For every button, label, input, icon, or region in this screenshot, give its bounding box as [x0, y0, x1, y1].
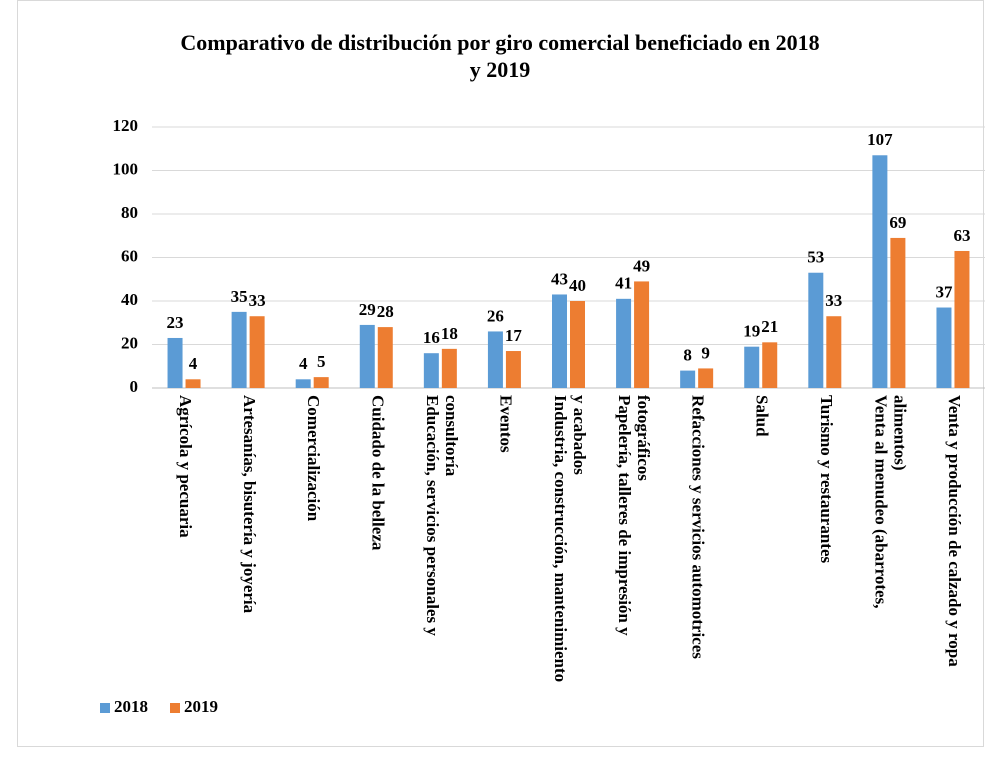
bar: [936, 307, 952, 388]
y-tick-label: 100: [113, 159, 139, 178]
bar: [231, 311, 247, 388]
bar: [890, 237, 906, 388]
bar: [808, 272, 824, 388]
bar: [744, 346, 760, 388]
bar: [954, 250, 970, 388]
data-label: 9: [701, 343, 710, 362]
data-label: 17: [505, 326, 523, 345]
x-tick-label: Agrícola y pecuaria: [176, 395, 195, 538]
bar: [423, 353, 439, 388]
data-label: 107: [867, 130, 893, 149]
bar: [167, 337, 183, 388]
x-tick-label: Artesanías, bisutería y joyería: [240, 395, 259, 614]
bar: [441, 348, 457, 388]
chart-frame: [17, 0, 984, 747]
x-tick-label: Turismo y restaurantes: [817, 395, 836, 564]
bar: [872, 155, 888, 388]
data-label: 4: [299, 354, 308, 373]
bar: [762, 342, 778, 388]
y-tick-label: 0: [130, 377, 139, 396]
data-label: 26: [487, 306, 504, 325]
bar: [505, 351, 521, 388]
y-tick-label: 80: [121, 203, 138, 222]
bar: [377, 327, 393, 388]
data-label: 21: [761, 317, 778, 336]
x-tick-label: Eventos: [497, 395, 516, 453]
data-label: 53: [807, 248, 824, 267]
bar: [295, 379, 311, 388]
data-label: 16: [423, 328, 440, 347]
data-label: 8: [683, 346, 692, 365]
data-label: 28: [377, 302, 394, 321]
bar: [552, 294, 567, 388]
bar: [487, 331, 503, 388]
legend-swatch: [100, 703, 110, 713]
bar: [249, 316, 265, 388]
bar: [570, 301, 585, 388]
data-label: 23: [167, 313, 184, 332]
data-label: 63: [953, 226, 970, 245]
data-label: 29: [359, 300, 376, 319]
data-label: 43: [551, 269, 568, 288]
data-label: 33: [249, 291, 266, 310]
x-tick-label: Papelería, talleres de impresión yfotogr…: [615, 395, 653, 636]
data-label: 35: [231, 287, 248, 306]
bar: [634, 281, 650, 388]
legend-label: 2019: [184, 697, 218, 716]
x-tick-label: Salud: [753, 395, 772, 437]
bar: [680, 370, 696, 388]
data-label: 40: [569, 276, 586, 295]
data-label: 18: [441, 324, 458, 343]
y-tick-label: 20: [121, 333, 138, 352]
data-label: 37: [935, 282, 953, 301]
data-label: 4: [189, 354, 198, 373]
data-label: 19: [743, 322, 760, 341]
y-tick-label: 60: [121, 246, 138, 265]
chart-title: Comparativo de distribución por giro com…: [180, 30, 819, 82]
x-tick-label: Venta y producción de calzado y ropa: [945, 395, 964, 667]
bar: [359, 324, 375, 388]
x-tick-label: Refacciones y servicios automotrices: [689, 395, 708, 659]
x-tick-label: Educación, servicios personales yconsult…: [423, 395, 461, 636]
x-tick-label: Venta al menudeo (abarrotes,alimentos): [871, 395, 909, 608]
bar: [313, 377, 329, 388]
bar: [616, 298, 632, 388]
data-label: 33: [825, 291, 842, 310]
y-tick-label: 40: [121, 290, 138, 309]
bar: [185, 379, 201, 388]
bar: [826, 316, 842, 388]
data-label: 49: [633, 256, 650, 275]
legend-swatch: [170, 703, 180, 713]
legend-label: 2018: [114, 697, 148, 716]
x-tick-label: Cuidado de la belleza: [368, 395, 387, 551]
data-label: 5: [317, 352, 326, 371]
bar: [698, 368, 714, 388]
x-tick-label: Industria, construcción, mantenimientoy …: [551, 395, 589, 682]
data-label: 41: [615, 274, 632, 293]
data-label: 69: [889, 213, 906, 232]
y-tick-label: 120: [113, 116, 139, 135]
x-tick-label: Comercialización: [304, 395, 323, 522]
